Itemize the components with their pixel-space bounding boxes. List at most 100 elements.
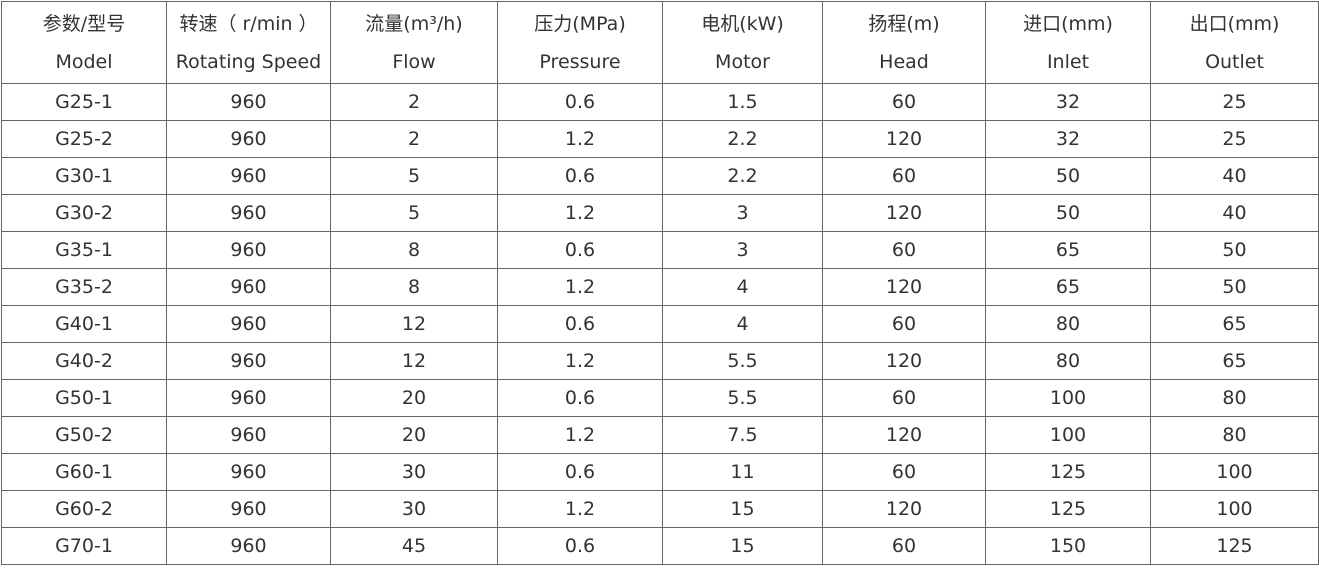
table-cell: 120 xyxy=(822,194,986,232)
table-row: G60-2 960 30 1.2 15 120 125 100 xyxy=(1,490,1319,528)
table-cell: 120 xyxy=(822,268,986,306)
table-body: G25-1 960 2 0.6 1.5 60 32 25 G25-2 960 2 1.2 2.2 120 3… xyxy=(1,83,1319,565)
table-cell: 60 xyxy=(822,157,986,195)
table-cell: 2 xyxy=(330,120,498,158)
table-cell: 0.6 xyxy=(497,157,663,195)
header-en: Rotating Speed xyxy=(175,50,322,73)
table-cell: 80 xyxy=(985,305,1151,343)
table-cell: 960 xyxy=(166,305,331,343)
table-cell: 1.2 xyxy=(497,416,663,454)
header-en: Motor xyxy=(715,50,770,73)
table-cell: 4 xyxy=(662,305,823,343)
table-cell: 2.2 xyxy=(662,120,823,158)
table-cell: 50 xyxy=(1150,268,1319,306)
table-cell: 32 xyxy=(985,120,1151,158)
header-cn: 进口(mm) xyxy=(1023,12,1113,35)
table-cell: 60 xyxy=(822,305,986,343)
table-cell: 1.5 xyxy=(662,83,823,121)
table-cell: 960 xyxy=(166,527,331,565)
table-cell: 30 xyxy=(330,490,498,528)
header-cn: 电机(kW) xyxy=(701,12,784,35)
table-cell: G30-1 xyxy=(1,157,167,195)
table-cell: 0.6 xyxy=(497,83,663,121)
table-cell: 125 xyxy=(985,490,1151,528)
header-en: Model xyxy=(55,50,113,73)
table-cell: 50 xyxy=(985,194,1151,232)
table-cell: 100 xyxy=(985,416,1151,454)
header-cn: 扬程(m) xyxy=(868,12,940,35)
table-row: G35-2 960 8 1.2 4 120 65 50 xyxy=(1,268,1319,306)
table-cell: 20 xyxy=(330,379,498,417)
table-cell: 30 xyxy=(330,453,498,491)
table-cell: 11 xyxy=(662,453,823,491)
table-cell: 5.5 xyxy=(662,379,823,417)
table-cell: G70-1 xyxy=(1,527,167,565)
table-cell: 150 xyxy=(985,527,1151,565)
table-cell: 960 xyxy=(166,379,331,417)
table-cell: 120 xyxy=(822,120,986,158)
table-row: G25-2 960 2 1.2 2.2 120 32 25 xyxy=(1,120,1319,158)
table-cell: 3 xyxy=(662,231,823,269)
table-cell: 100 xyxy=(1150,490,1319,528)
header-cn: 参数/型号 xyxy=(42,12,126,35)
header-cn: 转速（ r/min ） xyxy=(179,12,318,35)
table-cell: 120 xyxy=(822,416,986,454)
table-cell: 50 xyxy=(985,157,1151,195)
table-cell: 25 xyxy=(1150,120,1319,158)
table-cell: G40-1 xyxy=(1,305,167,343)
header-en: Pressure xyxy=(539,50,621,73)
table-row: G50-1 960 20 0.6 5.5 60 100 80 xyxy=(1,379,1319,417)
table-cell: G30-2 xyxy=(1,194,167,232)
table-cell: 12 xyxy=(330,342,498,380)
table-cell: 80 xyxy=(1150,416,1319,454)
table-cell: 0.6 xyxy=(497,453,663,491)
table-cell: 960 xyxy=(166,342,331,380)
table-cell: 80 xyxy=(1150,379,1319,417)
table-cell: 960 xyxy=(166,453,331,491)
table-cell: 1.2 xyxy=(497,342,663,380)
table-cell: 8 xyxy=(330,268,498,306)
table-cell: 0.6 xyxy=(497,527,663,565)
header-cell: 转速（ r/min ） Rotating Speed xyxy=(166,1,331,84)
table-cell: 120 xyxy=(822,342,986,380)
table-cell: 100 xyxy=(1150,453,1319,491)
table-cell: 1.2 xyxy=(497,194,663,232)
table-cell: 45 xyxy=(330,527,498,565)
table-cell: 5 xyxy=(330,157,498,195)
table-cell: 960 xyxy=(166,416,331,454)
table-cell: 25 xyxy=(1150,83,1319,121)
header-cell: 压力(MPa) Pressure xyxy=(497,1,663,84)
header-en: Head xyxy=(879,50,929,73)
table-cell: 125 xyxy=(985,453,1151,491)
table-cell: 60 xyxy=(822,453,986,491)
table-row: G30-2 960 5 1.2 3 120 50 40 xyxy=(1,194,1319,232)
header-en: Flow xyxy=(392,50,436,73)
table-cell: 2 xyxy=(330,83,498,121)
table-cell: G50-2 xyxy=(1,416,167,454)
table-cell: 1.2 xyxy=(497,268,663,306)
table-cell: G25-2 xyxy=(1,120,167,158)
header-cn: 压力(MPa) xyxy=(534,12,626,35)
table-row: G40-1 960 12 0.6 4 60 80 65 xyxy=(1,305,1319,343)
table-cell: G60-1 xyxy=(1,453,167,491)
table-row: G50-2 960 20 1.2 7.5 120 100 80 xyxy=(1,416,1319,454)
table-cell: 960 xyxy=(166,194,331,232)
table-cell: 0.6 xyxy=(497,305,663,343)
table-cell: 0.6 xyxy=(497,231,663,269)
table-cell: 5.5 xyxy=(662,342,823,380)
table-cell: 15 xyxy=(662,490,823,528)
table-row: G40-2 960 12 1.2 5.5 120 80 65 xyxy=(1,342,1319,380)
header-cn: 出口(mm) xyxy=(1189,12,1280,35)
table-cell: G40-2 xyxy=(1,342,167,380)
table-cell: 15 xyxy=(662,527,823,565)
table-cell: 65 xyxy=(985,268,1151,306)
table-cell: 960 xyxy=(166,231,331,269)
table-cell: 0.6 xyxy=(497,379,663,417)
table-cell: G35-1 xyxy=(1,231,167,269)
header-en: Inlet xyxy=(1046,50,1090,73)
table-cell: G35-2 xyxy=(1,268,167,306)
table-cell: 20 xyxy=(330,416,498,454)
table-cell: G50-1 xyxy=(1,379,167,417)
